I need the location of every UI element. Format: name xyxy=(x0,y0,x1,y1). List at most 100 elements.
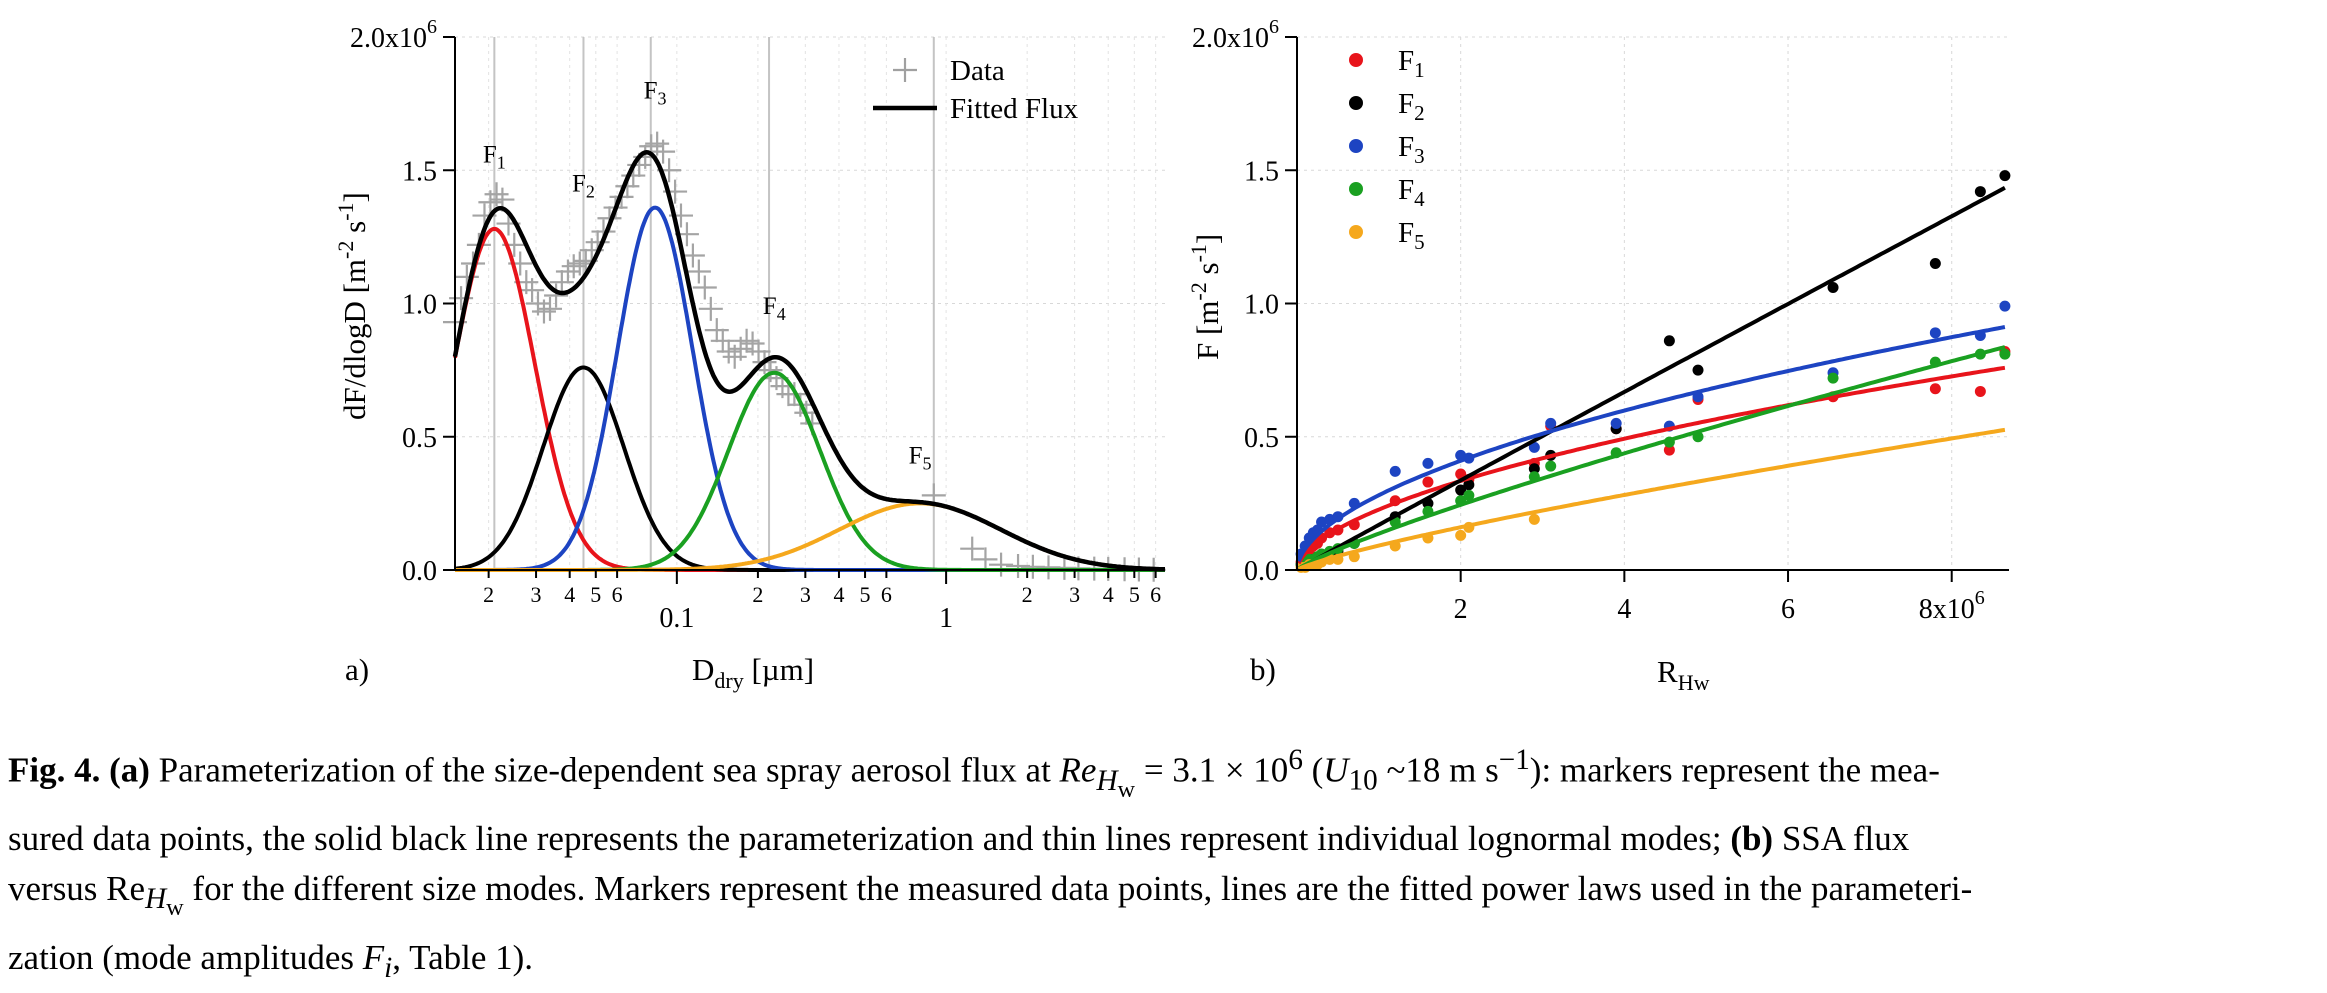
panel-a-y-tick-label: 0.5 xyxy=(402,423,437,454)
panel-b-data-point xyxy=(1692,364,1704,376)
panel-b-data-point xyxy=(1528,513,1540,525)
panel-b-y-tick-label: 2.0x106 xyxy=(1192,16,1279,54)
panel-b-fit-line xyxy=(1297,345,2006,571)
panel-a-mode-curve xyxy=(455,501,1165,572)
panel-a-data-point xyxy=(567,251,592,276)
panel-b-data-point xyxy=(1463,489,1475,501)
panel-b-data-point xyxy=(1974,385,1986,397)
panel-a-legend-label: Fitted Flux xyxy=(950,93,1079,125)
panel-b-data-point xyxy=(1929,327,1941,339)
panel-a-data-point xyxy=(716,339,741,364)
panel-a-data-point xyxy=(454,264,479,289)
panel-a-mode-label: F2 xyxy=(572,171,595,202)
panel-b-data-point xyxy=(1528,463,1540,475)
panel-a-data-points xyxy=(443,131,1166,582)
panel-a-x-minor-tick-label: 4 xyxy=(564,582,575,607)
panel-b-chart: 0.0 0.5 1.0 1.5 2.0x106 2 4 6 8x106 F1 F2 F3 F4 F5 b… xyxy=(1186,16,2011,695)
panel-b-axes xyxy=(1285,36,2009,582)
panel-a-x-minor-tick-label: 4 xyxy=(833,582,844,607)
panel-a-x-major-tick-label: 1 xyxy=(939,603,953,634)
panel-a-mode-curves xyxy=(453,205,1165,572)
panel-a-data-point xyxy=(960,536,985,561)
panel-b-x-tick-label: 6 xyxy=(1781,594,1795,625)
panel-a-y-tick-label: 1.0 xyxy=(402,290,437,321)
panel-a-data-point xyxy=(710,328,735,353)
panel-b-legend-label: F1 xyxy=(1398,45,1425,82)
panel-a-data-point xyxy=(544,283,569,308)
figure-caption: Fig. 4. (a) Parameterization of the size… xyxy=(8,735,2320,993)
panel-b-data-point xyxy=(1999,348,2011,360)
panel-b-data-point xyxy=(1974,186,1986,198)
panel-a-data-point xyxy=(561,254,586,279)
panel-a-x-minor-tick-label: 6 xyxy=(1150,582,1161,607)
panel-b-legend-label: F5 xyxy=(1398,217,1425,254)
panel-a-data-point xyxy=(692,275,717,300)
panel-a-axes xyxy=(443,36,1165,584)
panel-a-x-minor-tick-label: 2 xyxy=(1022,582,1033,607)
panel-b-fit-line xyxy=(1297,427,2006,571)
panel-b-legend-marker xyxy=(1349,182,1363,196)
panel-b-legend-marker xyxy=(1349,53,1363,67)
caption-line-2: sured data points, the solid black line … xyxy=(8,819,1910,859)
panel-b-legend: F1 F2 F3 F4 F5 xyxy=(1349,45,1425,254)
panel-b-data-point xyxy=(1663,335,1675,347)
panel-b-x-tick-label: 8x106 xyxy=(1919,587,1985,625)
caption-part-b: (b) xyxy=(1730,819,1774,859)
panel-b-legend-marker xyxy=(1349,96,1363,110)
panel-b-x-tick-label: 2 xyxy=(1454,594,1468,625)
panel-b-data-point xyxy=(1545,460,1557,472)
panel-a-x-minor-tick-label: 3 xyxy=(1069,582,1080,607)
panel-b-tick-labels: 0.0 0.5 1.0 1.5 2.0x106 2 4 6 8x106 xyxy=(1192,16,1985,625)
panel-a-x-minor-tick-label: 4 xyxy=(1103,582,1114,607)
panel-b-fit-line xyxy=(1296,365,2006,565)
panel-a-mode-markers xyxy=(493,37,935,570)
panel-b-fit-line xyxy=(1296,325,2006,563)
panel-a-x-minor-tick-label: 5 xyxy=(860,582,871,607)
caption-line-1: Fig. 4. (a) Parameterization of the size… xyxy=(8,744,1940,803)
panel-a-mode-label: F4 xyxy=(763,293,786,324)
panel-b-data-point xyxy=(1545,417,1557,429)
panel-a-data-point xyxy=(973,547,998,572)
panel-a-x-minor-tick-label: 2 xyxy=(752,582,763,607)
panel-b-y-axis-label: F [m-2 s-1] xyxy=(1186,234,1225,360)
panel-a-x-minor-tick-label: 2 xyxy=(483,582,494,607)
caption-fig-label: Fig. 4. xyxy=(8,750,101,790)
panel-a-grid xyxy=(455,36,1165,571)
panel-a-x-minor-tick-label: 6 xyxy=(612,582,623,607)
panel-a-mode-curve xyxy=(455,205,1165,572)
panel-a-x-minor-tick-label: 3 xyxy=(800,582,811,607)
panel-b-data-point xyxy=(1663,444,1675,456)
panel-a-y-tick-label: 0.0 xyxy=(402,556,437,587)
panel-b-x-tick-label: 4 xyxy=(1617,594,1631,625)
panel-a-legend-data-marker xyxy=(893,58,917,82)
panel-a-mode-label: F1 xyxy=(483,141,506,172)
panel-a-x-minor-tick-label: 5 xyxy=(590,582,601,607)
panel-b-legend-marker xyxy=(1349,225,1363,239)
panel-b-data-point xyxy=(1827,282,1839,294)
panel-b-y-tick-label: 1.5 xyxy=(1244,156,1279,187)
panel-a-data-point xyxy=(704,318,729,343)
panel-a-mode-labels: F1 F2 F3 F4 F5 xyxy=(483,77,932,473)
panel-a-data-point xyxy=(651,139,676,164)
panel-a-y-axis-label: dF/dlogD [m-2 s-1] xyxy=(333,192,372,420)
panel-a-x-minor-tick-label: 3 xyxy=(531,582,542,607)
panel-a-data-point xyxy=(686,259,711,284)
caption-part-a: (a) xyxy=(109,750,150,790)
panel-b-data-point xyxy=(1929,383,1941,395)
panel-b-legend-marker xyxy=(1349,139,1363,153)
panel-a-fitted-curve xyxy=(452,150,1165,572)
panel-a-data-point xyxy=(538,296,563,321)
panel-a-y-tick-label: 1.5 xyxy=(402,156,437,187)
panel-a-data-point xyxy=(698,296,723,321)
panel-a-x-minor-tick-label: 5 xyxy=(1129,582,1140,607)
panel-a-data-point xyxy=(989,552,1014,577)
panel-b-data-point xyxy=(1999,300,2011,312)
panel-b-data-point xyxy=(1528,441,1540,453)
panel-a-legend-label: Data xyxy=(950,55,1005,87)
panel-a-data-point xyxy=(549,270,574,295)
panel-b-fit-lines xyxy=(1296,186,2006,571)
panel-b-data-point xyxy=(1422,457,1434,469)
